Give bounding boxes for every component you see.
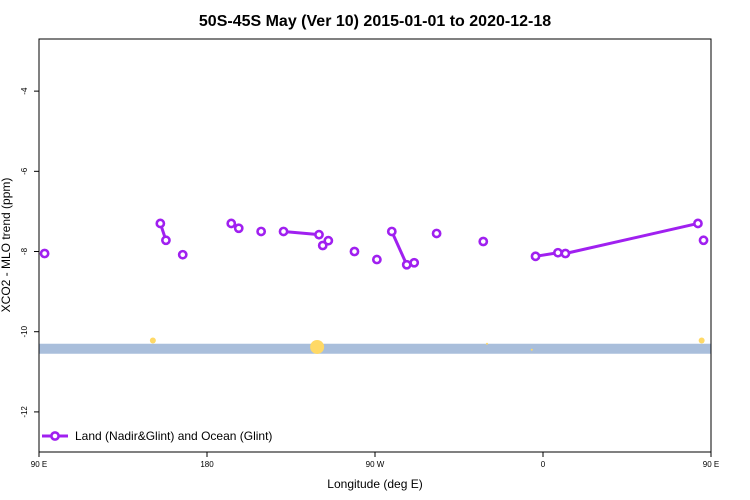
highlight-mark-4: [698, 337, 705, 344]
data-point-22: [698, 235, 709, 246]
x-tick-label-4: 90 E: [703, 460, 719, 469]
y-tick-label-4: -12: [20, 406, 29, 418]
legend-marker-swatch: [50, 431, 60, 441]
data-point-4: [226, 218, 237, 229]
x-tick-label-3: 0: [541, 460, 546, 469]
band-layer: [39, 343, 711, 354]
x-tick-label-0: 90 E: [31, 460, 47, 469]
y-axis-ticks: -4 -6 -8 -10 -12: [20, 87, 39, 418]
data-point-20: [560, 248, 571, 259]
data-point-11: [349, 246, 360, 257]
data-point-14: [401, 259, 412, 270]
data-point-3: [177, 249, 188, 260]
data-point-15: [409, 257, 420, 268]
x-axis-label: Longitude (deg E): [327, 477, 422, 491]
data-point-16: [431, 228, 442, 239]
highlight-mark-0: [149, 337, 156, 344]
x-tick-label-2: 90 W: [366, 460, 385, 469]
data-point-12: [371, 254, 382, 265]
data-point-8: [314, 229, 324, 240]
series-segment-4: [565, 221, 699, 255]
series-points: [39, 218, 709, 270]
series-segment-1: [283, 229, 320, 237]
x-tick-label-1: 180: [200, 460, 214, 469]
data-point-10: [323, 235, 334, 246]
legend-label: Land (Nadir&Glint) and Ocean (Glint): [75, 429, 272, 443]
data-point-21: [693, 218, 703, 229]
y-axis-label: XCO2 - MLO trend (ppm): [0, 178, 13, 313]
series-segment-2: [390, 230, 409, 266]
y-tick-label-3: -10: [20, 325, 29, 337]
data-point-19: [553, 247, 563, 258]
data-point-2: [161, 235, 171, 246]
data-point-5: [233, 223, 244, 234]
y-tick-label-0: -4: [20, 87, 29, 95]
data-point-6: [256, 226, 267, 237]
highlight-mark-2: [486, 342, 488, 345]
y-tick-label-1: -6: [20, 167, 29, 175]
highlight-mark-3: [530, 348, 533, 351]
reference-band: [39, 343, 711, 354]
data-point-7: [278, 226, 289, 237]
chart-title: 50S-45S May (Ver 10) 2015-01-01 to 2020-…: [199, 13, 551, 30]
data-point-17: [478, 236, 489, 247]
data-point-0: [39, 248, 50, 259]
y-tick-label-2: -8: [20, 247, 29, 255]
data-point-13: [386, 226, 397, 237]
data-point-18: [530, 251, 541, 262]
highlight-mark-1: [310, 339, 325, 354]
legend: Land (Nadir&Glint) and Ocean (Glint): [42, 429, 272, 443]
highlight-layer: [149, 337, 705, 354]
x-axis-ticks: 90 E 180 90 W 0 90 E: [31, 452, 719, 469]
data-point-1: [155, 218, 166, 229]
